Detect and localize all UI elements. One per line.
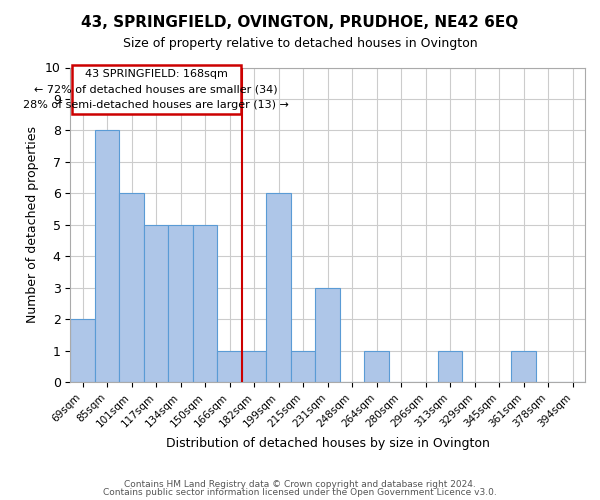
Bar xyxy=(364,350,389,382)
Bar xyxy=(217,350,242,382)
Bar xyxy=(291,350,316,382)
Text: Contains HM Land Registry data © Crown copyright and database right 2024.: Contains HM Land Registry data © Crown c… xyxy=(124,480,476,489)
Bar xyxy=(169,225,193,382)
Bar xyxy=(95,130,119,382)
Bar xyxy=(71,65,241,114)
Bar xyxy=(119,194,144,382)
Y-axis label: Number of detached properties: Number of detached properties xyxy=(26,126,39,324)
Bar xyxy=(144,225,169,382)
Bar xyxy=(511,350,536,382)
Text: Contains public sector information licensed under the Open Government Licence v3: Contains public sector information licen… xyxy=(103,488,497,497)
Text: 43, SPRINGFIELD, OVINGTON, PRUDHOE, NE42 6EQ: 43, SPRINGFIELD, OVINGTON, PRUDHOE, NE42… xyxy=(82,15,518,30)
Bar xyxy=(193,225,217,382)
Bar xyxy=(316,288,340,382)
Text: Size of property relative to detached houses in Ovington: Size of property relative to detached ho… xyxy=(122,38,478,51)
Text: 43 SPRINGFIELD: 168sqm
← 72% of detached houses are smaller (34)
28% of semi-det: 43 SPRINGFIELD: 168sqm ← 72% of detached… xyxy=(23,69,289,110)
Bar xyxy=(266,194,291,382)
Bar xyxy=(70,319,95,382)
Bar xyxy=(438,350,463,382)
X-axis label: Distribution of detached houses by size in Ovington: Distribution of detached houses by size … xyxy=(166,437,490,450)
Bar xyxy=(242,350,266,382)
